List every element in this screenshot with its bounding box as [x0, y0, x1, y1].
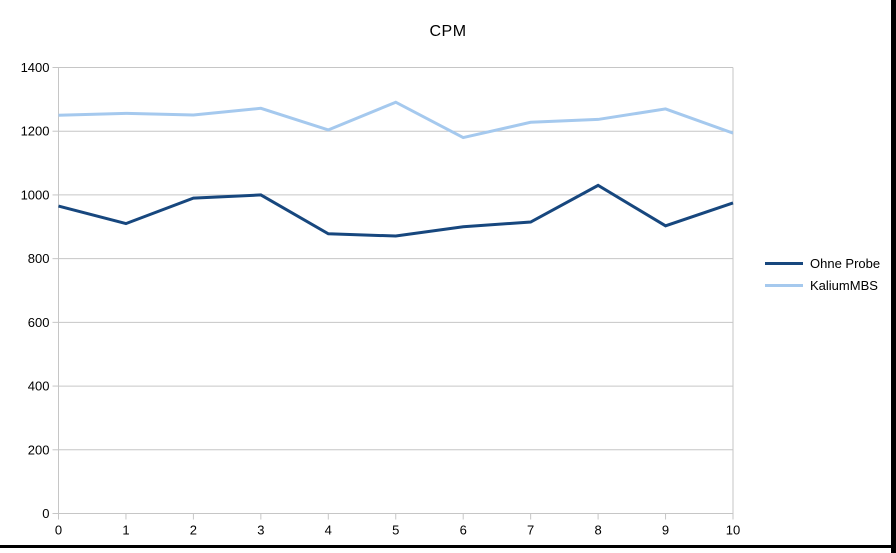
legend: Ohne Probe KaliumMBS — [765, 252, 880, 296]
legend-item-kaliummbs: KaliumMBS — [765, 274, 880, 296]
legend-line-swatch-ohne-probe — [765, 261, 803, 265]
frame-edge-bottom — [0, 545, 891, 548]
x-tick-label: 2 — [190, 523, 197, 538]
x-tick-label: 0 — [55, 523, 62, 538]
legend-item-ohne-probe: Ohne Probe — [765, 252, 880, 274]
x-tick-label: 1 — [122, 523, 129, 538]
frame-edge-right — [891, 0, 896, 553]
series-line-kaliummbs — [58, 100, 734, 140]
x-tick-label: 4 — [325, 523, 332, 538]
y-tick-label: 200 — [28, 442, 50, 457]
y-tick-label: 1400 — [21, 60, 50, 75]
x-tick-label: 9 — [662, 523, 669, 538]
y-tick-label: 400 — [28, 379, 50, 394]
series-line-ohne-probe — [58, 183, 734, 238]
legend-line-swatch-kaliummbs — [765, 283, 803, 287]
y-tick-label: 0 — [42, 506, 49, 521]
y-tick-label: 600 — [28, 315, 50, 330]
y-tick-label: 800 — [28, 251, 50, 266]
legend-label-kaliummbs: KaliumMBS — [810, 277, 878, 293]
x-tick-label: 7 — [527, 523, 534, 538]
chart-title: CPM — [429, 23, 467, 40]
x-tick-label: 10 — [726, 523, 740, 538]
x-tick-label: 5 — [392, 523, 399, 538]
x-tick-label: 8 — [594, 523, 601, 538]
x-tick-label: 3 — [257, 523, 264, 538]
x-tick-label: 6 — [460, 523, 467, 538]
legend-label-ohne-probe: Ohne Probe — [810, 255, 881, 271]
y-tick-label: 1200 — [21, 124, 50, 139]
y-tick-label: 1000 — [21, 187, 50, 202]
